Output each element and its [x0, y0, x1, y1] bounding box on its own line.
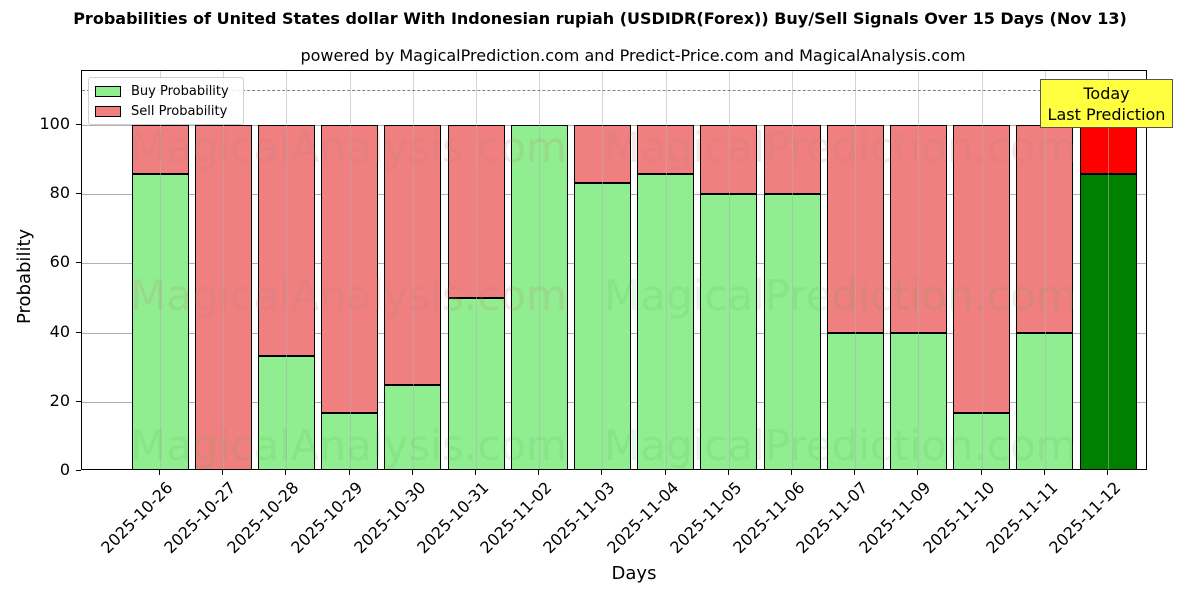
x-tick [411, 470, 413, 475]
y-tick [76, 193, 81, 195]
x-tick [854, 470, 856, 475]
y-tick-label: 0 [59, 460, 70, 479]
gridline-vertical [412, 71, 414, 469]
x-tick [791, 470, 792, 475]
gridline-vertical [981, 71, 983, 469]
sell-swatch-icon [95, 105, 121, 117]
x-tick [348, 470, 350, 475]
x-tick [980, 470, 982, 475]
x-tick [1107, 470, 1108, 475]
x-tick [222, 470, 224, 475]
chart-subtitle: powered by MagicalPrediction.com and Pre… [300, 46, 966, 65]
legend: Buy Probability Sell Probability [88, 77, 244, 125]
legend-buy-label: Buy Probability [131, 83, 229, 99]
x-axis-title: Days [611, 563, 657, 584]
y-tick-label: 80 [49, 183, 70, 203]
x-tick [664, 470, 666, 475]
x-tick [159, 470, 160, 475]
buy-swatch-icon [95, 85, 121, 97]
gridline-vertical [918, 71, 920, 469]
legend-item-buy: Buy Probability [95, 83, 229, 99]
gridline-vertical [223, 71, 225, 469]
gridline-vertical [476, 71, 477, 469]
gridline-vertical [855, 71, 857, 469]
y-tick-label: 60 [49, 252, 70, 272]
gridline-vertical [286, 71, 288, 469]
gridline-vertical [539, 71, 541, 469]
chart-title: Probabilities of United States dollar Wi… [73, 9, 1127, 28]
y-tick-label: 40 [49, 321, 70, 341]
gridline-vertical [602, 71, 604, 469]
legend-sell-label: Sell Probability [131, 103, 228, 119]
y-tick [76, 470, 81, 471]
annotation-line1: Today [1083, 84, 1130, 103]
x-tick [917, 470, 919, 475]
x-tick [538, 470, 540, 475]
threshold-line [82, 90, 1146, 92]
y-tick-label: 20 [49, 390, 70, 410]
y-axis-title: Probability [14, 228, 35, 324]
x-tick [727, 470, 729, 475]
gridline-vertical [665, 71, 667, 469]
y-tick [76, 262, 81, 264]
plot-area: MagicalAnalysis.comMagicalPrediction.com… [81, 70, 1147, 470]
y-tick [76, 400, 81, 402]
y-tick [76, 331, 81, 333]
x-tick [475, 470, 476, 475]
y-tick-label: 100 [39, 114, 70, 133]
gridline-vertical [1108, 71, 1109, 469]
annotation-line2: Last Prediction [1047, 105, 1166, 124]
legend-item-sell: Sell Probability [95, 103, 227, 119]
x-tick [1043, 470, 1045, 475]
gridline-vertical [792, 71, 793, 469]
x-tick [601, 470, 603, 475]
gridline-vertical [349, 71, 351, 469]
gridline-vertical [1044, 71, 1046, 469]
gridline-vertical [728, 71, 730, 469]
gridline-vertical [160, 71, 161, 469]
x-tick [285, 470, 287, 475]
today-annotation: Today Last Prediction [1040, 79, 1173, 128]
y-tick [76, 124, 81, 125]
